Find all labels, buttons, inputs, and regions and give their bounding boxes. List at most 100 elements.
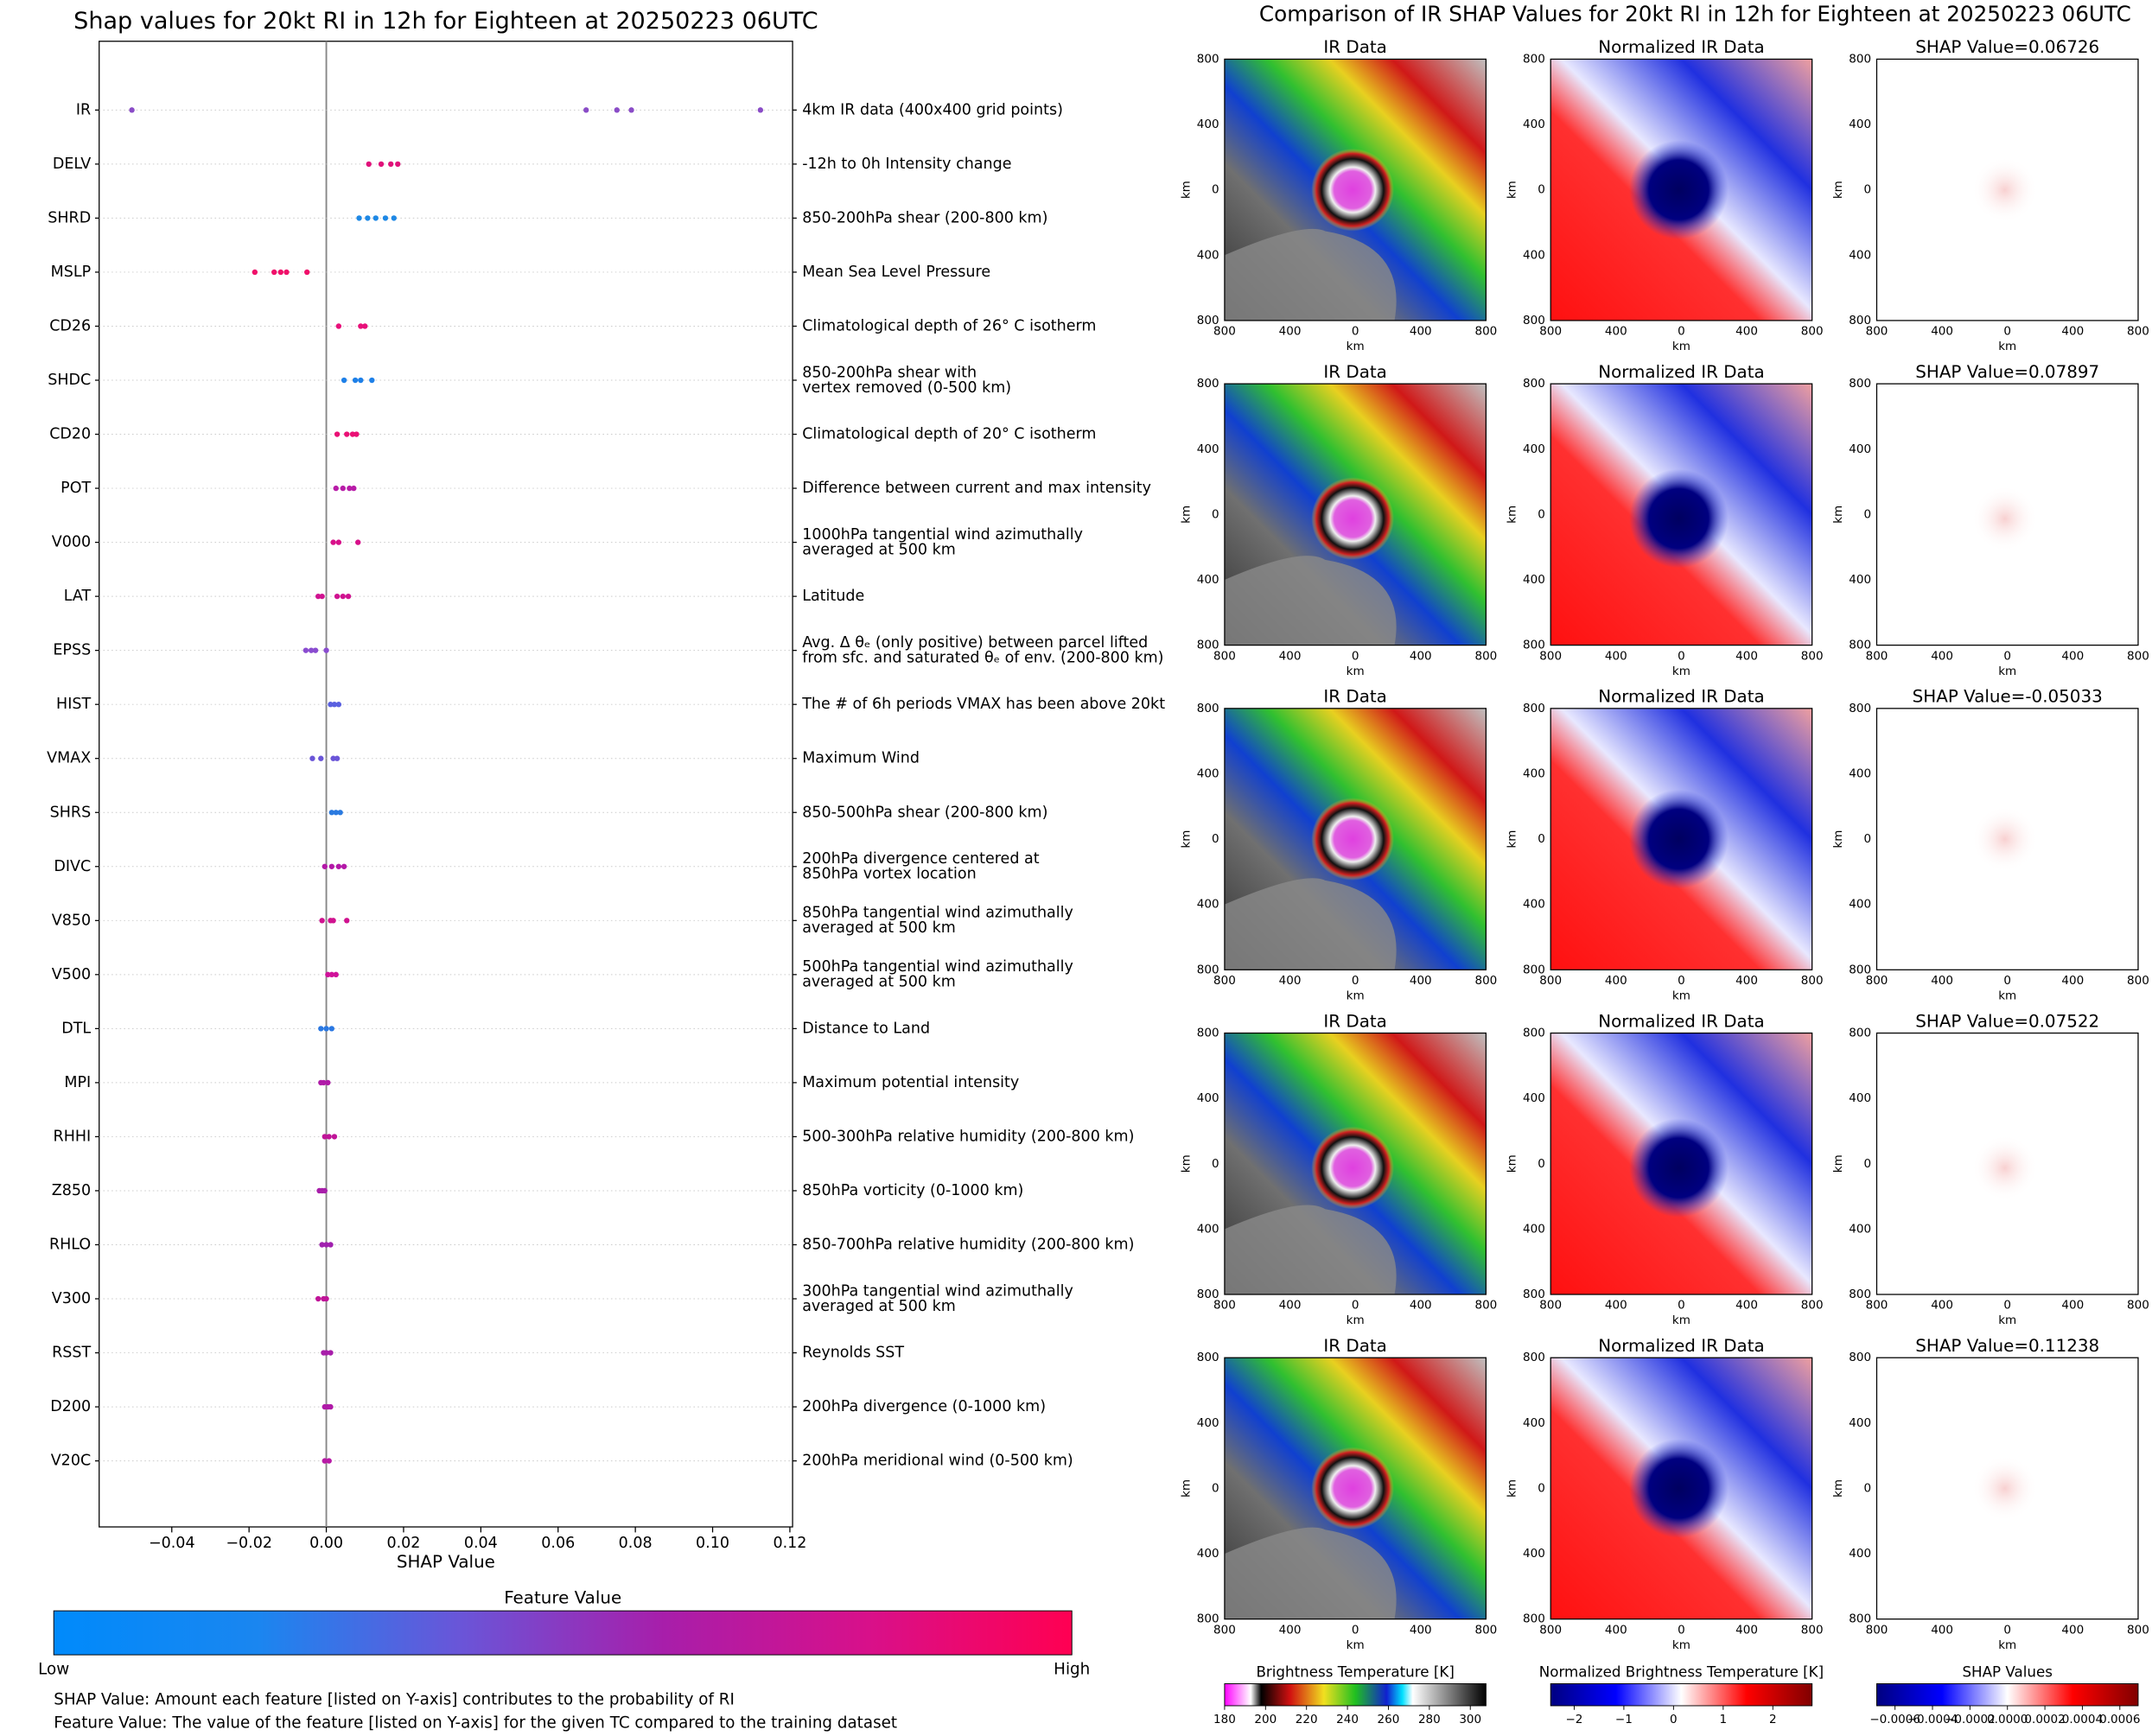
point <box>347 485 353 492</box>
y-tick-label: 800 <box>1523 1351 1545 1364</box>
y-tick-label: 800 <box>1523 1288 1545 1301</box>
point <box>283 269 290 276</box>
feature-description: 500hPa tangential wind azimuthally <box>802 958 1073 976</box>
colorbar-label: SHAP Values <box>1962 1663 2053 1680</box>
x-tick-label: 400 <box>1931 325 1953 339</box>
x-tick-label: 800 <box>1801 649 1824 663</box>
y-tick-label: 400 <box>1523 442 1545 456</box>
y-tick-label: 400 <box>1849 1091 1871 1105</box>
x-tick-label: 0 <box>2003 1299 2011 1313</box>
colorbar-tick-label: 300 <box>1459 1713 1481 1726</box>
norm-eye <box>1629 1118 1729 1218</box>
y-axis-label: km <box>1179 506 1193 524</box>
point <box>323 1242 329 1248</box>
x-tick-label: 800 <box>2127 974 2149 988</box>
point <box>349 431 356 437</box>
point <box>337 810 343 816</box>
point <box>325 1079 331 1086</box>
colorbar <box>1876 1683 2139 1707</box>
x-tick-label: 800 <box>1539 974 1562 988</box>
ir-eye <box>1311 148 1394 232</box>
feature-description: 200hPa meridional wind (0-500 km) <box>802 1453 1073 1470</box>
x-tick-label: 0 <box>1678 974 1685 988</box>
point <box>356 215 362 221</box>
y-tick-label: 800 <box>1849 377 1871 391</box>
x-tick-label: 400 <box>1931 974 1953 988</box>
panel-frame <box>1550 58 1813 321</box>
x-tick-label: 800 <box>1474 649 1497 663</box>
shap-blob <box>1971 805 2038 873</box>
image-panel <box>1875 58 2139 321</box>
y-tick-label: 800 <box>1523 377 1545 391</box>
panel-frame <box>1875 1357 2139 1620</box>
y-tick-label: 400 <box>1523 1547 1545 1561</box>
panel-title: Normalized IR Data <box>1598 687 1764 707</box>
x-tick-label: 800 <box>2127 649 2149 663</box>
x-tick-label: 800 <box>1213 1299 1236 1313</box>
point <box>614 107 620 113</box>
point <box>378 161 385 168</box>
x-tick-label: 0.08 <box>619 1535 653 1552</box>
feature-description: Maximum Wind <box>802 750 920 767</box>
x-tick-label: 400 <box>1279 649 1302 663</box>
image-panel <box>1875 708 2139 970</box>
feature-description: 300hPa tangential wind azimuthally <box>802 1282 1073 1300</box>
point <box>309 755 315 761</box>
x-tick-label: 800 <box>1474 1299 1497 1313</box>
y-tick-label: 0 <box>1212 1481 1219 1495</box>
point <box>330 539 336 545</box>
y-tick-label: 0 <box>1864 1157 1872 1171</box>
point <box>344 431 350 437</box>
y-tick-label: 0 <box>1864 1481 1872 1495</box>
colorbar-tick-label: −0.0006 <box>1869 1713 1920 1726</box>
y-tick-label: MPI <box>64 1074 91 1091</box>
point <box>365 215 371 221</box>
y-tick-label: HIST <box>56 696 91 713</box>
x-tick-label: 400 <box>1410 974 1432 988</box>
x-tick-label: 800 <box>1866 974 1888 988</box>
panel-frame <box>1550 383 1813 646</box>
y-tick-label: 400 <box>1197 1222 1219 1236</box>
feature-description: 850-200hPa shear with <box>802 364 977 381</box>
y-tick-label: 800 <box>1849 314 1871 327</box>
x-axis-label: km <box>1347 665 1365 678</box>
x-axis-label: km <box>1998 1638 2016 1652</box>
y-axis-label: km <box>1831 830 1845 849</box>
x-axis-label: km <box>1347 1638 1365 1652</box>
point <box>322 1458 328 1464</box>
x-tick-label: 400 <box>1279 1299 1302 1313</box>
y-axis-label: km <box>1179 1479 1193 1498</box>
y-tick-label: 800 <box>1523 702 1545 715</box>
x-tick-label: 0.04 <box>464 1535 498 1552</box>
point <box>358 323 364 329</box>
y-tick-label: 800 <box>1523 639 1545 652</box>
y-tick-label: 800 <box>1523 1612 1545 1626</box>
feature-description: Reynolds SST <box>802 1345 904 1362</box>
feature-description: averaged at 500 km <box>802 974 956 991</box>
colorbar-tick-label: −1 <box>1615 1713 1633 1726</box>
feature-description: 500-300hPa relative humidity (200-800 km… <box>802 1128 1134 1145</box>
point <box>315 1295 322 1302</box>
x-tick-label: 400 <box>1279 325 1302 339</box>
x-tick-label: 400 <box>1931 1299 1953 1313</box>
feature-description: -12h to 0h Intensity change <box>802 156 1011 173</box>
y-tick-label: IR <box>76 101 91 118</box>
y-tick-label: 400 <box>1849 766 1871 780</box>
y-tick-label: 800 <box>1849 1027 1871 1040</box>
y-axis-label: km <box>1831 506 1845 524</box>
point <box>353 431 360 437</box>
colorbar <box>1224 1683 1487 1707</box>
x-tick-label: 800 <box>1539 1299 1562 1313</box>
y-tick-label: 0 <box>1864 507 1872 521</box>
y-tick-label: V20C <box>51 1453 91 1470</box>
panel-title: Normalized IR Data <box>1598 362 1764 382</box>
shap-blob <box>1971 1455 2038 1522</box>
point <box>319 593 325 600</box>
panel-title: IR Data <box>1323 37 1386 57</box>
x-tick-label: 0.12 <box>773 1535 806 1552</box>
y-tick-label: 400 <box>1523 898 1545 912</box>
point <box>757 107 764 113</box>
colorbar-title: Feature Value <box>504 1587 621 1607</box>
y-tick-label: CD20 <box>49 426 91 443</box>
image-panel <box>1224 383 1487 646</box>
